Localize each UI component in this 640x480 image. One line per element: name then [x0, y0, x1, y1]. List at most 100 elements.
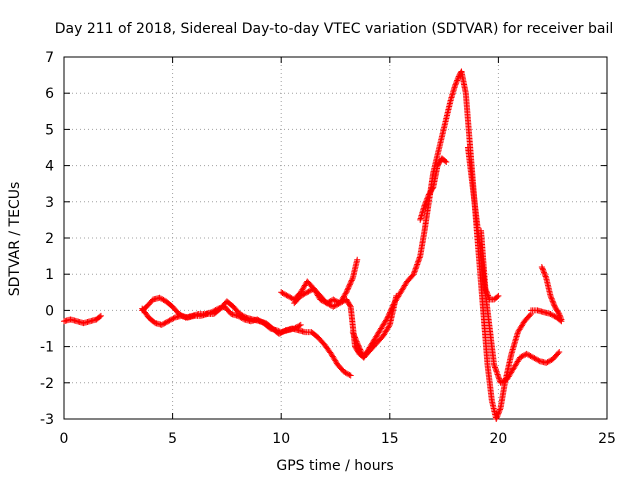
data-point-marker [545, 358, 552, 365]
data-point-marker [411, 268, 418, 275]
data-point-marker [239, 312, 246, 319]
data-point-marker [345, 285, 352, 292]
data-point-marker [349, 276, 356, 283]
series-seg-j [478, 227, 502, 303]
data-point-marker [351, 333, 358, 340]
data-point-marker [278, 329, 285, 336]
y-tick-label: 2 [45, 231, 54, 247]
data-point-marker [321, 298, 328, 305]
data-point-marker [165, 318, 172, 325]
data-point-marker [350, 331, 357, 338]
data-point-marker [415, 258, 422, 265]
data-point-marker [557, 315, 564, 322]
data-point-marker [549, 296, 556, 303]
data-point-marker [346, 281, 353, 288]
data-point-marker [300, 291, 307, 298]
data-point-marker [495, 409, 502, 416]
data-point-marker [338, 299, 345, 306]
data-point-marker [534, 356, 541, 363]
x-tick-label: 10 [272, 431, 290, 447]
data-point-marker [497, 379, 504, 386]
data-point-marker [544, 359, 551, 366]
data-point-marker [341, 368, 348, 375]
data-point-marker [343, 287, 350, 294]
data-point-marker [550, 301, 557, 308]
data-point-marker [550, 299, 557, 306]
data-point-marker [327, 302, 334, 309]
data-point-marker [530, 354, 537, 361]
data-point-marker [543, 359, 550, 366]
data-point-marker [159, 296, 166, 303]
data-point-marker [531, 355, 538, 362]
data-point-marker [540, 268, 547, 275]
data-point-marker [412, 267, 419, 274]
data-point-marker [424, 194, 431, 201]
data-point-marker [334, 301, 341, 308]
data-point-marker [347, 280, 354, 287]
data-point-marker [281, 328, 288, 335]
data-point-marker [523, 350, 530, 357]
data-point-marker [358, 350, 365, 357]
data-point-marker [415, 257, 422, 264]
data-point-marker [299, 292, 306, 299]
data-point-marker [541, 269, 548, 276]
x-tick-label: 20 [489, 431, 507, 447]
data-point-marker [548, 295, 555, 302]
data-point-marker [491, 361, 498, 368]
data-point-marker [276, 330, 283, 337]
data-point-marker [352, 334, 359, 341]
chart-title: Day 211 of 2018, Sidereal Day-to-day VTE… [55, 21, 613, 37]
data-point-marker [557, 313, 564, 320]
data-point-marker [97, 312, 104, 319]
data-point-marker [455, 73, 462, 80]
x-tick-label: 5 [168, 431, 177, 447]
data-point-marker [501, 377, 508, 384]
y-tick-labels: -3 -2 -1 0 1 2 3 4 5 6 7 [40, 50, 54, 428]
data-point-marker [318, 297, 325, 304]
data-point-marker [354, 256, 361, 263]
data-point-marker [548, 294, 555, 301]
data-point-marker [532, 355, 539, 362]
data-point-marker [279, 328, 286, 335]
data-point-marker [555, 350, 562, 357]
y-tick-label: 3 [45, 195, 54, 211]
data-point-marker [356, 345, 363, 352]
y-tick-label: -3 [40, 412, 54, 428]
data-point-marker [429, 185, 436, 192]
data-point-marker [551, 302, 558, 309]
data-point-marker [277, 330, 284, 337]
series-seg-c [139, 298, 354, 379]
data-point-marker [350, 330, 357, 337]
data-point-marker [156, 294, 163, 301]
data-point-marker [240, 313, 247, 320]
data-point-marker [453, 78, 460, 85]
y-tick-label: -2 [40, 376, 54, 392]
data-point-marker [283, 292, 290, 299]
y-tick-label: 5 [45, 122, 54, 138]
data-point-marker [302, 290, 309, 297]
data-point-marker [385, 323, 392, 330]
data-point-marker [443, 158, 450, 165]
data-point-marker [550, 312, 557, 319]
y-tick-label: 4 [45, 159, 54, 175]
data-point-marker [413, 262, 420, 269]
data-point-marker [493, 414, 500, 421]
series-seg-b [139, 294, 304, 336]
data-point-marker [326, 301, 333, 308]
data-point-marker [354, 339, 361, 346]
data-point-marker [343, 289, 350, 296]
data-point-marker [301, 290, 308, 297]
data-point-marker [492, 364, 499, 371]
data-point-marker [556, 311, 563, 318]
data-point-marker [482, 285, 489, 292]
data-point-marker [556, 312, 563, 319]
data-point-marker [521, 352, 528, 359]
data-point-marker [331, 303, 338, 310]
plot-frame [63, 56, 608, 420]
data-point-marker [297, 292, 304, 299]
data-point-marker [539, 265, 546, 272]
data-point-marker [517, 354, 524, 361]
data-point-marker [355, 342, 362, 349]
data-point-marker [323, 300, 330, 307]
data-point-marker [528, 353, 535, 360]
